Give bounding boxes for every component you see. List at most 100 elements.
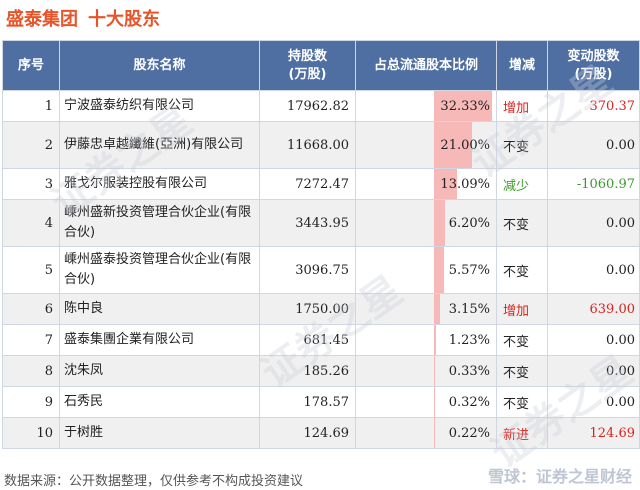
ratio-bar [434, 356, 435, 386]
ratio-value: 1.23% [448, 332, 490, 348]
ratio-value: 6.20% [448, 215, 490, 231]
ratio-bar [434, 325, 437, 355]
column-header: 股东名称 [59, 40, 260, 91]
ratio-cell: 32.33% [355, 90, 497, 122]
shareholder-name: 嵊州盛泰投资管理合伙企业(有限合伙) [59, 246, 260, 294]
change-amount: 639.00 [547, 293, 640, 325]
ratio-bar [434, 169, 458, 199]
holding-amount: 1750.00 [259, 293, 356, 325]
table-row: 4 嵊州盛新投资管理合伙企业(有限合伙) 3443.95 6.20% 不变 0.00 [2, 199, 640, 247]
row-number: 5 [2, 246, 60, 294]
change-status: 不变 [496, 199, 548, 247]
shareholder-name: 陈中良 [59, 293, 260, 325]
change-amount: 0.00 [547, 386, 640, 418]
change-amount: 0.00 [547, 355, 640, 387]
row-number: 4 [2, 199, 60, 247]
ratio-cell: 0.22% [355, 417, 497, 449]
table-row: 1 宁波盛泰纺织有限公司 17962.82 32.33% 增加 370.37 [2, 90, 640, 122]
change-status: 不变 [496, 355, 548, 387]
column-header: 占总流通股本比例 [355, 40, 497, 91]
change-amount: 124.69 [547, 417, 640, 449]
ratio-value: 32.33% [440, 98, 490, 114]
column-header: 变动股数 (万股) [547, 40, 640, 91]
change-status: 增加 [496, 293, 548, 325]
row-number: 1 [2, 90, 60, 122]
shareholder-name: 石秀民 [59, 386, 260, 418]
change-status: 增加 [496, 90, 548, 122]
holding-amount: 178.57 [259, 386, 356, 418]
ratio-value: 5.57% [448, 262, 490, 278]
ratio-bar [434, 294, 440, 324]
ratio-bar [434, 122, 472, 168]
shareholder-name: 盛泰集團企業有限公司 [59, 324, 260, 356]
ratio-value: 0.32% [448, 394, 490, 410]
shareholder-table: 序号 股东名称 持股数 (万股) 占总流通股本比例 增减 变动股数 (万股) 1 宁波盛泰纺织有… [2, 40, 640, 449]
ratio-bar [434, 387, 435, 417]
table-row: 2 伊藤忠卓越纖維(亞洲)有限公司 11668.00 21.00% 不变 0.00 [2, 121, 640, 169]
row-number: 10 [2, 417, 60, 449]
holding-amount: 7272.47 [259, 168, 356, 200]
change-status: 不变 [496, 246, 548, 294]
column-header: 持股数 (万股) [259, 40, 356, 91]
shareholder-name: 沈朱凤 [59, 355, 260, 387]
holding-amount: 124.69 [259, 417, 356, 449]
change-status: 不变 [496, 121, 548, 169]
row-number: 8 [2, 355, 60, 387]
table-row: 8 沈朱凤 185.26 0.33% 不变 0.00 [2, 355, 640, 387]
ratio-cell: 6.20% [355, 199, 497, 247]
change-amount: 0.00 [547, 246, 640, 294]
shareholder-name: 于树胜 [59, 417, 260, 449]
ratio-cell: 21.00% [355, 121, 497, 169]
shareholder-name: 雅戈尔服装控股有限公司 [59, 168, 260, 200]
change-amount: 0.00 [547, 121, 640, 169]
column-header: 序号 [2, 40, 60, 91]
table-header-row: 序号 股东名称 持股数 (万股) 占总流通股本比例 增减 变动股数 (万股) [2, 40, 640, 91]
column-header: 增减 [496, 40, 548, 91]
ratio-cell: 1.23% [355, 324, 497, 356]
shareholder-name: 嵊州盛新投资管理合伙企业(有限合伙) [59, 199, 260, 247]
ratio-bar [434, 200, 446, 246]
holding-amount: 3443.95 [259, 199, 356, 247]
data-source-note: 数据来源：公开数据整理，仅供参考不构成投资建议 [4, 474, 304, 489]
holding-amount: 3096.75 [259, 246, 356, 294]
page-title: 盛泰集团 十大股东 [6, 5, 170, 31]
shareholder-name: 宁波盛泰纺织有限公司 [59, 90, 260, 122]
holding-amount: 11668.00 [259, 121, 356, 169]
ratio-value: 0.33% [448, 363, 490, 379]
ratio-value: 21.00% [440, 137, 490, 153]
change-status: 不变 [496, 386, 548, 418]
brand-watermark: 雪球：证券之星财经 [487, 467, 632, 486]
row-number: 6 [2, 293, 60, 325]
row-number: 7 [2, 324, 60, 356]
table-row: 9 石秀民 178.57 0.32% 不变 0.00 [2, 386, 640, 418]
change-status: 减少 [496, 168, 548, 200]
report-subtitle: 十大股东 [88, 9, 160, 30]
holding-amount: 681.45 [259, 324, 356, 356]
table-row: 7 盛泰集團企業有限公司 681.45 1.23% 不变 0.00 [2, 324, 640, 356]
table-row: 5 嵊州盛泰投资管理合伙企业(有限合伙) 3096.75 5.57% 不变 0.00 [2, 246, 640, 294]
holding-amount: 185.26 [259, 355, 356, 387]
ratio-bar [434, 91, 492, 121]
table-body: 1 宁波盛泰纺织有限公司 17962.82 32.33% 增加 370.37 2 伊藤忠卓越纖… [2, 90, 640, 449]
ratio-cell: 3.15% [355, 293, 497, 325]
company-name: 盛泰集团 [6, 9, 78, 30]
table-row: 10 于树胜 124.69 0.22% 新进 124.69 [2, 417, 640, 449]
ratio-cell: 5.57% [355, 246, 497, 294]
change-status: 新进 [496, 417, 548, 449]
table-row: 3 雅戈尔服装控股有限公司 7272.47 13.09% 减少 -1060.97 [2, 168, 640, 200]
change-amount: 0.00 [547, 199, 640, 247]
shareholder-name: 伊藤忠卓越纖維(亞洲)有限公司 [59, 121, 260, 169]
ratio-value: 0.22% [448, 425, 490, 441]
row-number: 9 [2, 386, 60, 418]
row-number: 3 [2, 168, 60, 200]
title-bar: 盛泰集团 十大股东 [0, 0, 640, 36]
ratio-value: 13.09% [440, 176, 490, 192]
ratio-cell: 13.09% [355, 168, 497, 200]
ratio-bar [434, 418, 435, 448]
ratio-cell: 0.33% [355, 355, 497, 387]
holding-amount: 17962.82 [259, 90, 356, 122]
change-amount: 370.37 [547, 90, 640, 122]
table-row: 6 陈中良 1750.00 3.15% 增加 639.00 [2, 293, 640, 325]
change-amount: -1060.97 [547, 168, 640, 200]
change-status: 不变 [496, 324, 548, 356]
